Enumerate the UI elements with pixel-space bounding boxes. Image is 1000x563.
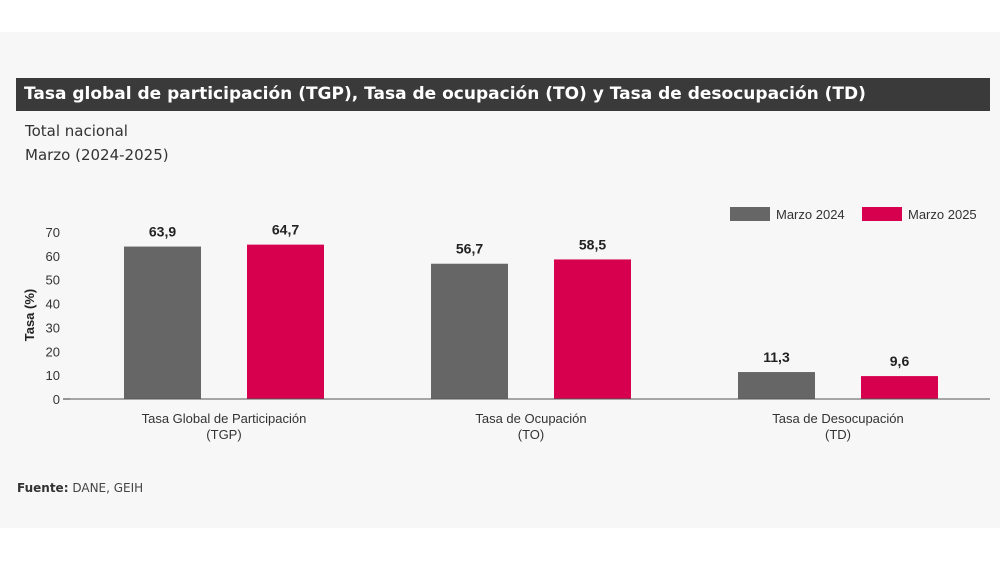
bar: [554, 259, 631, 399]
source-note: Fuente: DANE, GEIH: [17, 481, 143, 495]
chart-subtitle-period: Marzo (2024-2025): [25, 146, 169, 164]
x-tick-label: Tasa Global de Participación: [142, 411, 307, 426]
bar: [738, 372, 815, 399]
x-tick-label: (TGP): [206, 427, 241, 442]
y-tick-label: 10: [46, 368, 60, 383]
legend-swatch: [862, 207, 902, 221]
bar: [247, 244, 324, 399]
source-value: DANE, GEIH: [72, 481, 144, 495]
x-tick-label: (TD): [825, 427, 851, 442]
chart-title: Tasa global de participación (TGP), Tasa…: [16, 78, 990, 111]
y-tick-label: 20: [46, 344, 60, 359]
y-tick-label: 0: [53, 392, 60, 407]
chart-subtitle: Total nacional: [25, 122, 128, 140]
source-label: Fuente:: [17, 481, 69, 495]
legend-label: Marzo 2024: [776, 207, 845, 222]
data-label: 64,7: [272, 222, 299, 238]
bar: [431, 263, 508, 399]
y-tick-label: 30: [46, 320, 60, 335]
data-label: 9,6: [890, 353, 910, 369]
data-label: 63,9: [149, 224, 176, 240]
y-tick-label: 60: [46, 249, 60, 264]
y-tick-label: 50: [46, 273, 60, 288]
bar: [124, 246, 201, 399]
legend-label: Marzo 2025: [908, 207, 977, 222]
y-tick-label: 70: [46, 225, 60, 240]
x-tick-label: (TO): [518, 427, 544, 442]
bar: [861, 376, 938, 399]
x-tick-label: Tasa de Desocupación: [772, 411, 904, 426]
data-label: 11,3: [763, 349, 790, 365]
y-tick-label: 40: [46, 297, 60, 312]
x-tick-label: Tasa de Ocupación: [475, 411, 586, 426]
y-axis-label: Tasa (%): [22, 289, 37, 342]
data-label: 56,7: [456, 241, 483, 257]
legend-swatch: [730, 207, 770, 221]
data-label: 58,5: [579, 236, 606, 252]
